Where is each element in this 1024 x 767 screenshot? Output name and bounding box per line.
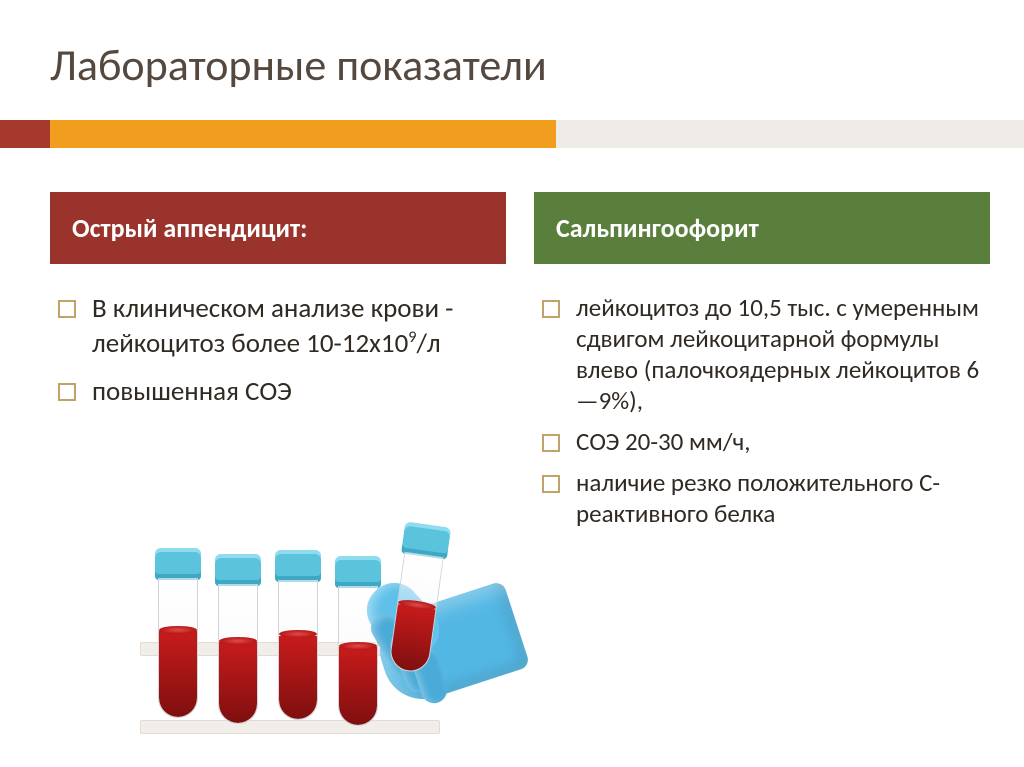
column-right: Сальпингоофорит лейкоцитоз до 10,5 тыс. …	[534, 192, 990, 539]
accent-seg-3	[556, 120, 1024, 148]
accent-bar	[0, 120, 1024, 148]
accent-seg-2	[50, 120, 556, 148]
list-item-text: наличие резко положительного С-реак­тивн…	[576, 467, 940, 529]
list-item: СОЭ 20-30 мм/ч,	[534, 426, 990, 457]
tube-cap	[155, 548, 201, 580]
list-item-text: СОЭ 20-30 мм/ч,	[576, 426, 750, 457]
column-left-header: Острый аппендицит:	[50, 192, 506, 264]
tube-glass	[218, 584, 258, 724]
list-item-text: В клиническом анализе крови - лейкоцитоз…	[92, 292, 453, 360]
page-title: Лабораторные показатели	[50, 38, 547, 92]
column-right-header: Сальпингоофорит	[534, 192, 990, 264]
accent-seg-1	[0, 120, 50, 148]
tube-meniscus	[159, 626, 197, 634]
blood-tubes-illustration	[140, 530, 500, 740]
rack-bar	[140, 720, 440, 734]
slide: Лабораторные показатели Острый аппендици…	[0, 0, 1024, 767]
test-tube-icon	[218, 554, 258, 724]
list-item: В клиническом анализе крови - лейкоцитоз…	[50, 292, 506, 361]
tube-blood	[279, 636, 317, 719]
list-item: повышенная СОЭ	[50, 375, 506, 410]
column-left-list: В клиническом анализе крови - лейкоцитоз…	[50, 292, 506, 410]
tube-blood	[219, 642, 257, 723]
tube-blood	[159, 631, 197, 717]
tube-cap	[275, 550, 321, 582]
list-item-text: лейкоцитоз до 10,5 тыс. с умеренным сдви…	[576, 292, 979, 416]
list-item-text: повышенная СОЭ	[92, 375, 292, 408]
tube-cap	[215, 554, 261, 586]
test-tube-icon	[278, 550, 318, 720]
tube-glass	[158, 578, 198, 718]
list-item: наличие резко положительного С-реак­тивн…	[534, 467, 990, 529]
test-tube-icon	[158, 548, 198, 718]
tube-glass	[278, 580, 318, 720]
column-left: Острый аппендицит: В клиническом анализе…	[50, 192, 506, 424]
tube-blood	[389, 604, 436, 673]
list-item: лейкоцитоз до 10,5 тыс. с умеренным сдви…	[534, 292, 990, 416]
column-right-list: лейкоцитоз до 10,5 тыс. с умеренным сдви…	[534, 292, 990, 529]
